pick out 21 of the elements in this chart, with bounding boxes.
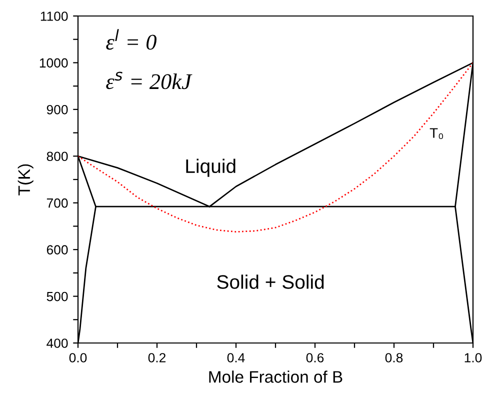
x-tick-label: 0.4 [227, 353, 245, 362]
x-tick-label: 1.0 [464, 353, 482, 362]
y-axis-title: T(K) [18, 164, 34, 196]
annotation: Solid + Solid [217, 274, 324, 289]
x-tick-label: 0.2 [148, 353, 166, 362]
y-tick-label: 400 [46, 338, 68, 348]
y-tick-label: 800 [46, 152, 68, 162]
x-tick-label: 0.8 [385, 353, 403, 362]
y-tick-label: 1100 [40, 12, 68, 21]
y-tick-label: 500 [46, 292, 68, 302]
annotation: Liquid [186, 158, 236, 177]
x-tick-label: 0.6 [306, 353, 324, 362]
y-tick-label: 1000 [40, 58, 68, 68]
y-tick-label: 600 [46, 245, 68, 254]
annotation: ε$^{s}$ = 20kJ [106, 72, 192, 90]
annotation: ε$^{l}$ = 0 [106, 29, 156, 50]
y-tick-label: 700 [46, 198, 68, 208]
y-tick-label: 900 [46, 104, 68, 114]
series-label: T₀ [430, 128, 444, 140]
x-tick-label: 0.0 [69, 353, 87, 362]
x-axis-title: Mole Fraction of B [209, 370, 342, 383]
